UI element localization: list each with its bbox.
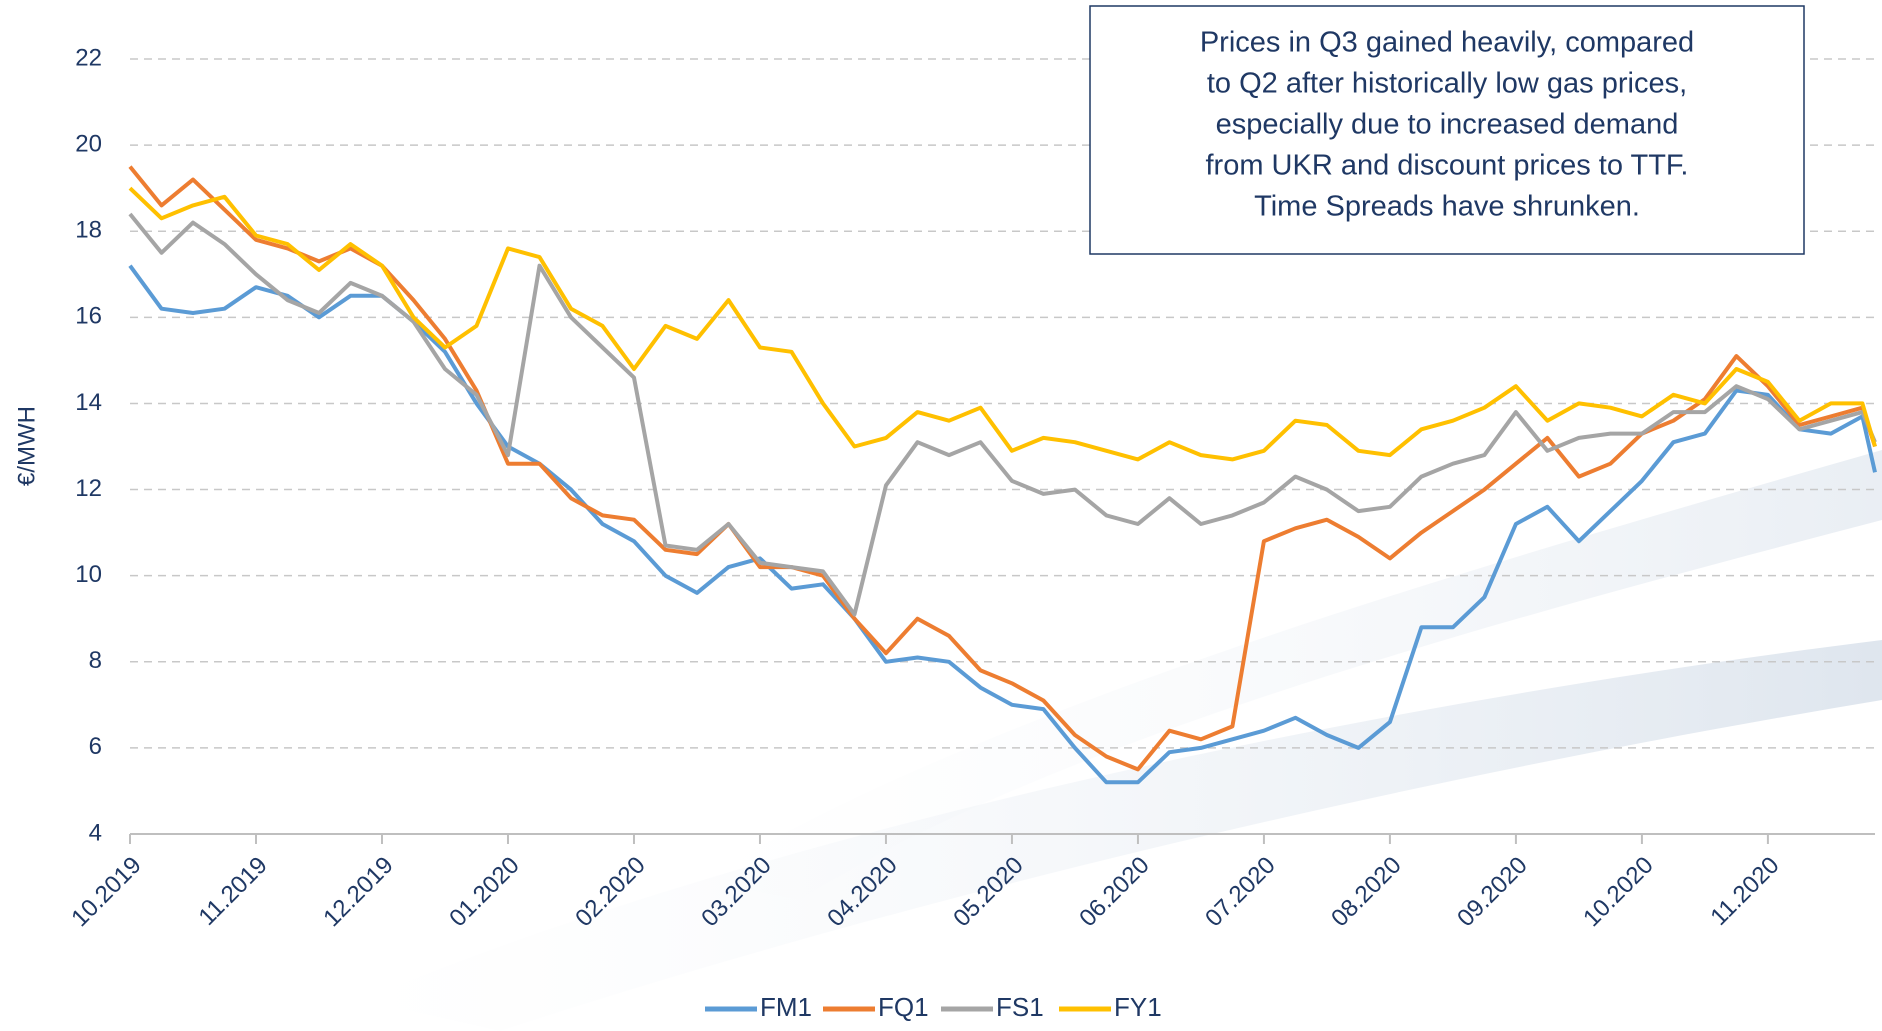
legend-label: FY1 — [1114, 992, 1162, 1022]
x-tick-label: 10.2020 — [1578, 852, 1658, 932]
y-tick-label: 16 — [75, 303, 102, 330]
legend-label: FQ1 — [878, 992, 929, 1022]
legend-label: FM1 — [760, 992, 812, 1022]
y-tick-label: 8 — [89, 647, 102, 674]
series-line — [128, 212, 1877, 617]
y-tick-label: 18 — [75, 217, 102, 244]
y-tick-label: 22 — [75, 44, 102, 71]
y-tick-label: 10 — [75, 561, 102, 588]
x-tick-label: 10.2019 — [66, 852, 146, 932]
annotation-line: to Q2 after historically low gas prices, — [1207, 68, 1687, 100]
annotation-line: from UKR and discount prices to TTF. — [1206, 150, 1689, 182]
legend: FM1 FQ1 FS1 FY1 — [705, 992, 1162, 1022]
x-tick-label: 11.2020 — [1705, 852, 1784, 931]
y-tick-label: 4 — [89, 819, 102, 846]
x-tick-label: 07.2020 — [1200, 852, 1280, 932]
x-tick-label: 11.2019 — [194, 852, 273, 931]
annotation-line: Prices in Q3 gained heavily, compared — [1200, 27, 1694, 59]
x-tick-label: 12.2019 — [318, 852, 398, 932]
background-swoosh — [360, 640, 1882, 1031]
y-tick-label: 6 — [89, 733, 102, 760]
y-tick-label: 12 — [75, 475, 102, 502]
legend-label: FS1 — [996, 992, 1044, 1022]
series-line — [128, 186, 1877, 462]
x-tick-label: 09.2020 — [1452, 852, 1532, 932]
background-swoosh — [700, 450, 1882, 900]
annotation-box — [1089, 5, 1805, 255]
series-line — [128, 264, 1877, 785]
y-tick-label: 20 — [75, 130, 102, 157]
annotation-line: especially due to increased demand — [1216, 109, 1679, 141]
x-tick-label: 08.2020 — [1326, 852, 1406, 932]
y-axis-label: €/MWH — [13, 406, 40, 486]
series-line — [128, 165, 1877, 772]
annotation-line: Time Spreads have shrunken. — [1254, 191, 1640, 223]
y-tick-label: 14 — [75, 389, 102, 416]
x-tick-label: 01.2020 — [444, 852, 524, 932]
annotation: Prices in Q3 gained heavily, compared to … — [1200, 27, 1694, 223]
